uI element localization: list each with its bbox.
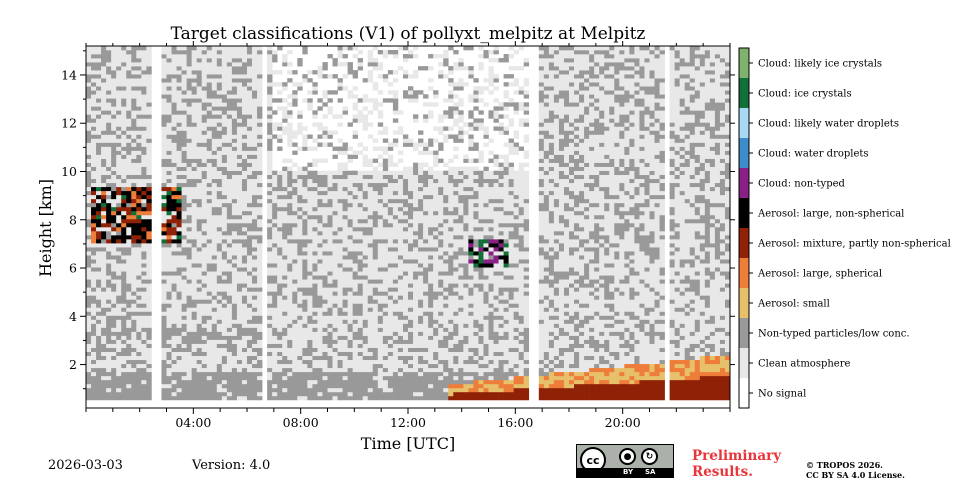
y-tick-label: 4 (69, 309, 77, 324)
colorbar-segment (739, 258, 749, 288)
x-tick-label: 08:00 (283, 415, 319, 430)
x-tick-label: 04:00 (175, 415, 211, 430)
colorbar-frame (738, 47, 750, 409)
colorbar-segment (739, 138, 749, 168)
colorbar-label: Cloud: non-typed (758, 179, 846, 190)
colorbar-label: Non-typed particles/low conc. (758, 329, 910, 340)
colorbar: No signal Clean atmosphere Non-typed parti… (738, 47, 951, 409)
colorbar-segment (739, 48, 749, 78)
y-axis: 2 4 6 8 10 12 14 (61, 50, 735, 390)
colorbar-label: Aerosol: mixture, partly non-spherical (757, 239, 951, 250)
colorbar-label: Clean atmosphere (758, 359, 851, 370)
preliminary-notice: Preliminary Results. (692, 448, 781, 480)
colorbar-segment (739, 168, 749, 198)
chart-title: Target classifications (V1) of pollyxt_m… (170, 24, 646, 44)
cc-sa-label: SA (645, 468, 656, 476)
y-tick-label: 2 (69, 357, 77, 372)
y-tick-label: 12 (61, 116, 77, 131)
x-axis-label: Time [UTC] (361, 434, 455, 453)
colorbar-segment (739, 78, 749, 108)
colorbar-label: Aerosol: small (757, 299, 830, 310)
attribution-icon: ● (619, 448, 636, 465)
version-label: Version: 4.0 (192, 458, 271, 473)
x-tick-label: 12:00 (390, 415, 426, 430)
cc-badge-bar (577, 468, 673, 477)
colorbar-segment (739, 198, 749, 228)
x-axis: 04:00 08:00 12:00 16:00 20:00 (85, 41, 731, 430)
preliminary-line-2: Results. (692, 464, 753, 480)
share-alike-icon: ↻ (641, 448, 658, 465)
copyright-line-2: CC BY SA 4.0 License. (806, 470, 905, 480)
colorbar-label: Cloud: likely water droplets (758, 119, 899, 130)
colorbar-label: No signal (758, 389, 806, 400)
classification-field (86, 46, 731, 401)
colorbar-label: Cloud: likely ice crystals (758, 59, 882, 70)
colorbar-label: Cloud: water droplets (758, 149, 869, 160)
date-label: 2026-03-03 (48, 458, 123, 473)
colorbar-label: Cloud: ice crystals (758, 89, 852, 100)
cc-by-label: BY (623, 468, 634, 476)
colorbar-segment (739, 288, 749, 318)
preliminary-line-1: Preliminary (692, 448, 782, 464)
x-tick-label: 16:00 (497, 415, 533, 430)
colorbar-label: Aerosol: large, non-spherical (757, 209, 904, 220)
y-tick-label: 6 (69, 261, 77, 276)
cc-license-badge[interactable]: cc ● ↻ BY SA (576, 444, 674, 478)
colorbar-segment (739, 228, 749, 258)
x-tick-label: 20:00 (605, 415, 641, 430)
copyright-notice: © TROPOS 2026. CC BY SA 4.0 License. (806, 460, 905, 480)
y-tick-label: 8 (69, 212, 77, 227)
colorbar-segment (739, 378, 749, 408)
copyright-line-1: © TROPOS 2026. (806, 460, 883, 470)
y-axis-label: Height [km] (36, 179, 55, 277)
colorbar-segment (739, 348, 749, 378)
colorbar-segment (739, 108, 749, 138)
y-tick-label: 14 (61, 67, 77, 82)
colorbar-label: Aerosol: large, spherical (757, 269, 882, 280)
y-tick-label: 10 (61, 164, 77, 179)
colorbar-segment (739, 318, 749, 348)
